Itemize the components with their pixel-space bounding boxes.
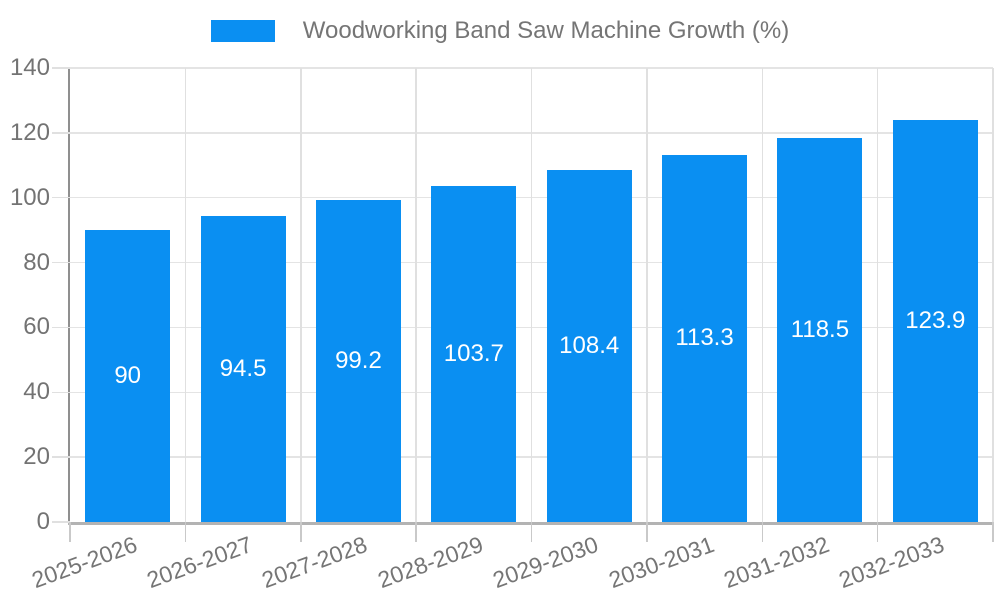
bar-value-label: 118.5	[790, 315, 850, 343]
y-tick-label: 140	[9, 54, 50, 81]
y-tick-mark	[52, 196, 70, 199]
gridline-vertical	[876, 68, 879, 522]
gridline-vertical	[646, 68, 648, 522]
bar-2028-2029[interactable]: 103.7	[431, 185, 517, 522]
x-tick-label: 2027-2028	[258, 531, 371, 594]
y-tick-mark	[52, 261, 70, 264]
bar-2027-2028[interactable]: 99.2	[315, 200, 401, 522]
y-tick-mark	[52, 132, 70, 134]
bar-value-label: 90	[114, 362, 142, 390]
gridline-vertical	[184, 68, 187, 522]
gridline-vertical	[761, 68, 763, 522]
y-tick-mark	[52, 67, 70, 69]
y-tick-label: 40	[23, 378, 50, 406]
bar-value-label: 123.9	[905, 307, 966, 335]
y-tick-label: 20	[23, 443, 50, 471]
y-tick-mark	[52, 391, 70, 394]
x-tick-mark	[184, 522, 187, 542]
x-axis-line	[68, 522, 993, 525]
x-tick-mark	[761, 522, 763, 542]
x-tick-mark	[646, 522, 648, 542]
bar-2025-2026[interactable]: 90	[85, 230, 171, 522]
gridline-vertical	[415, 68, 417, 522]
y-tick-mark	[52, 521, 70, 523]
x-tick-label: 2032-2033	[835, 531, 948, 594]
y-tick-label: 60	[23, 313, 50, 341]
gridline-vertical	[992, 68, 994, 522]
y-axis-line	[68, 68, 70, 522]
x-tick-label: 2029-2030	[489, 531, 602, 594]
bar-value-label: 99.2	[335, 347, 382, 375]
x-tick-mark	[876, 522, 879, 542]
bar-value-label: 113.3	[675, 324, 734, 352]
x-tick-mark	[69, 522, 71, 542]
x-tick-mark	[992, 522, 994, 542]
bar-2030-2031[interactable]: 113.3	[662, 154, 748, 522]
legend-label: Woodworking Band Saw Machine Growth (%)	[302, 17, 790, 44]
legend-item[interactable]: Woodworking Band Saw Machine Growth (%)	[0, 17, 1000, 45]
plot-area: 90 94.5 99.2 103.7 108.4 113.3 118.5 123.9	[68, 67, 994, 525]
y-tick-label: 80	[23, 248, 50, 276]
x-tick-label: 2028-2029	[374, 531, 487, 594]
bar-2029-2030[interactable]: 108.4	[546, 170, 632, 522]
y-tick-mark	[52, 456, 70, 458]
bar-2026-2027[interactable]: 94.5	[200, 215, 286, 522]
bar-2032-2033[interactable]: 123.9	[892, 120, 978, 522]
x-tick-mark	[300, 522, 302, 542]
gridline-vertical	[300, 68, 302, 522]
x-tick-mark	[415, 522, 417, 542]
y-tick-mark	[52, 326, 70, 329]
x-tick-label: 2026-2027	[143, 531, 256, 594]
bar-value-label: 108.4	[559, 332, 620, 360]
bar-2031-2032[interactable]: 118.5	[777, 137, 863, 522]
bar-value-label: 103.7	[443, 339, 504, 367]
y-tick-label: 120	[9, 118, 50, 146]
bar-value-label: 94.5	[219, 354, 267, 382]
gridline-vertical	[530, 68, 533, 522]
y-tick-label: 100	[9, 183, 50, 211]
x-tick-label: 2025-2026	[27, 531, 141, 594]
x-tick-label: 2030-2031	[604, 531, 718, 594]
y-tick-label: 0	[36, 508, 50, 535]
x-tick-mark	[530, 522, 533, 542]
x-tick-label: 2031-2032	[720, 531, 833, 594]
legend-swatch	[210, 20, 275, 42]
